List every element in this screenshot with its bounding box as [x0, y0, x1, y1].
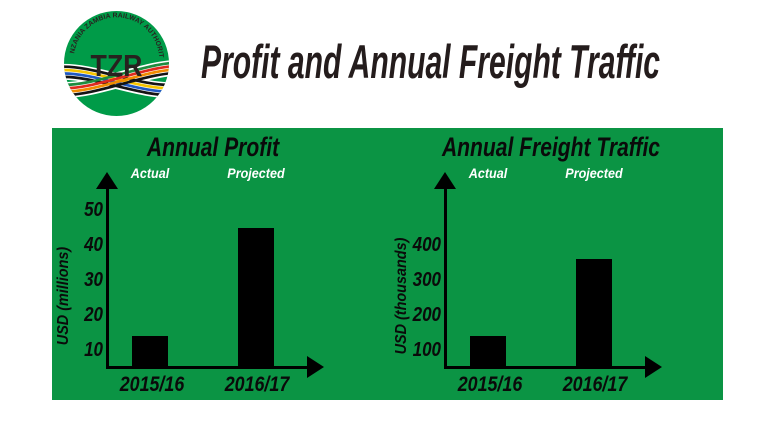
- chart-panel: Annual Profit Actual Projected USD (mill…: [52, 128, 723, 400]
- y-tick-label-400: 400: [412, 234, 441, 256]
- y-axis-arrow-icon: [96, 172, 118, 189]
- y-tick-label-300: 300: [412, 269, 441, 291]
- chart-title: Annual Profit: [146, 132, 280, 162]
- x-tick-2015-16: 2015/16: [457, 373, 523, 396]
- chart-title: Annual Freight Traffic: [441, 132, 661, 162]
- y-axis-line: [105, 186, 109, 369]
- column-label-actual: Actual: [468, 165, 508, 181]
- chart-annual-freight-traffic: Annual Freight Traffic Actual Projected …: [390, 128, 725, 400]
- x-axis-arrow-icon: [645, 356, 662, 378]
- x-axis-line: [445, 366, 646, 369]
- x-tick-2016-17: 2016/17: [562, 373, 628, 396]
- x-tick-2016-17: 2016/17: [224, 373, 290, 396]
- y-tick-label-10: 10: [84, 339, 103, 361]
- bar-projected-2016-17: [238, 227, 274, 368]
- bar-projected-2016-17: [576, 259, 612, 368]
- chart-annual-profit: Annual Profit Actual Projected USD (mill…: [52, 128, 387, 400]
- y-tick-label-20: 20: [84, 304, 103, 326]
- logo-monogram: TZR: [91, 48, 143, 83]
- bar-actual-2015-16: [470, 336, 506, 368]
- page-title: Profit and Annual Freight Traffic: [201, 35, 661, 88]
- tzr-logo: TZR TANZANIA ZAMBIA RAILWAY AUTHORITY: [63, 10, 169, 116]
- y-tick-label-50: 50: [84, 199, 103, 221]
- y-axis-line: [443, 186, 447, 369]
- y-tick-label-100: 100: [412, 339, 441, 361]
- column-label-actual: Actual: [130, 165, 170, 181]
- x-axis-arrow-icon: [307, 356, 324, 378]
- y-tick-label-30: 30: [84, 269, 103, 291]
- column-label-projected: Projected: [565, 165, 623, 181]
- x-tick-2015-16: 2015/16: [119, 373, 185, 396]
- y-tick-label-40: 40: [84, 234, 103, 256]
- bar-actual-2015-16: [132, 336, 168, 368]
- column-label-projected: Projected: [227, 165, 285, 181]
- y-tick-label-200: 200: [412, 304, 441, 326]
- x-axis-line: [107, 366, 308, 369]
- y-axis-arrow-icon: [434, 172, 456, 189]
